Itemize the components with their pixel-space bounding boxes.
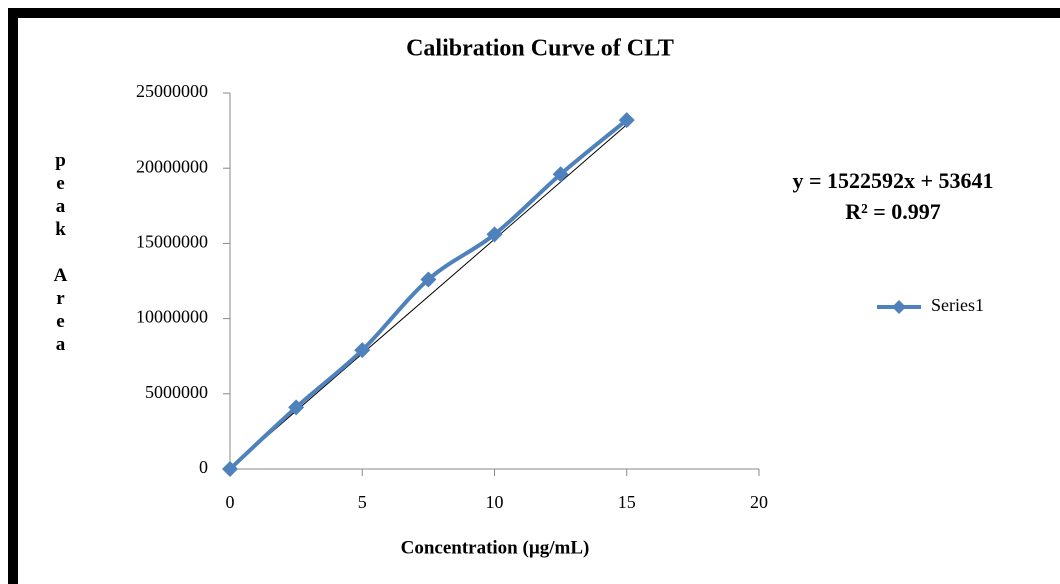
y-tick-label: 15000000 — [136, 232, 208, 252]
chart-title: Calibration Curve of CLT — [406, 36, 674, 62]
y-tick-label: 25000000 — [136, 81, 208, 101]
data-point — [288, 399, 305, 416]
data-point — [618, 112, 635, 129]
legend-label: Series1 — [931, 295, 984, 315]
x-tick-label: 5 — [358, 492, 367, 512]
data-point — [552, 166, 569, 183]
r-squared: R² = 0.997 — [845, 199, 941, 224]
trendline-equation: y = 1522592x + 53641 — [792, 168, 993, 193]
trendline — [229, 124, 628, 469]
x-tick-label: 15 — [618, 492, 636, 512]
x-axis-title: Concentration (µg/mL) — [401, 537, 590, 558]
data-point — [354, 342, 371, 359]
y-tick-label: 10000000 — [136, 307, 208, 327]
y-tick-label: 5000000 — [145, 382, 208, 402]
y-tick-label: 0 — [199, 457, 208, 477]
x-tick-label: 20 — [750, 492, 768, 512]
x-tick-label: 10 — [486, 492, 504, 512]
data-point — [486, 226, 503, 243]
y-axis-title: peak Area — [50, 150, 71, 357]
y-tick-label: 20000000 — [136, 156, 208, 176]
plot-area — [18, 18, 1060, 584]
data-point — [222, 461, 238, 477]
data-point — [420, 271, 437, 288]
x-tick-label: 0 — [226, 492, 235, 512]
legend-marker — [892, 300, 906, 314]
